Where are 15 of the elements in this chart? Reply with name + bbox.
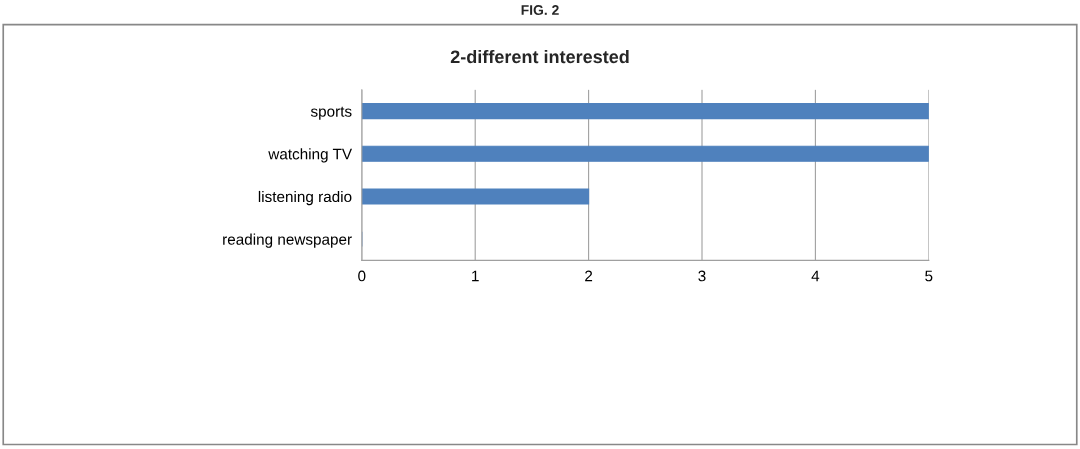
- y-tick-label: watching TV: [268, 148, 353, 163]
- bar: [361, 145, 929, 162]
- chart-title: 2-different interested: [450, 49, 629, 64]
- y-tick-label: sports: [310, 106, 352, 120]
- x-tick-label: 5: [925, 270, 933, 282]
- x-tick-label: 0: [358, 270, 366, 282]
- x-tick-label: 3: [698, 270, 706, 282]
- y-tick-label: reading newspaper: [223, 233, 352, 248]
- x-tick-label: 4: [811, 270, 820, 282]
- y-tick-label: listening radio: [258, 190, 352, 206]
- bar: [361, 103, 929, 120]
- bar: [361, 188, 590, 205]
- x-tick-label: 2: [585, 270, 593, 282]
- x-tick-label: 1: [472, 270, 479, 282]
- caption: FIG. 2: [521, 5, 559, 15]
